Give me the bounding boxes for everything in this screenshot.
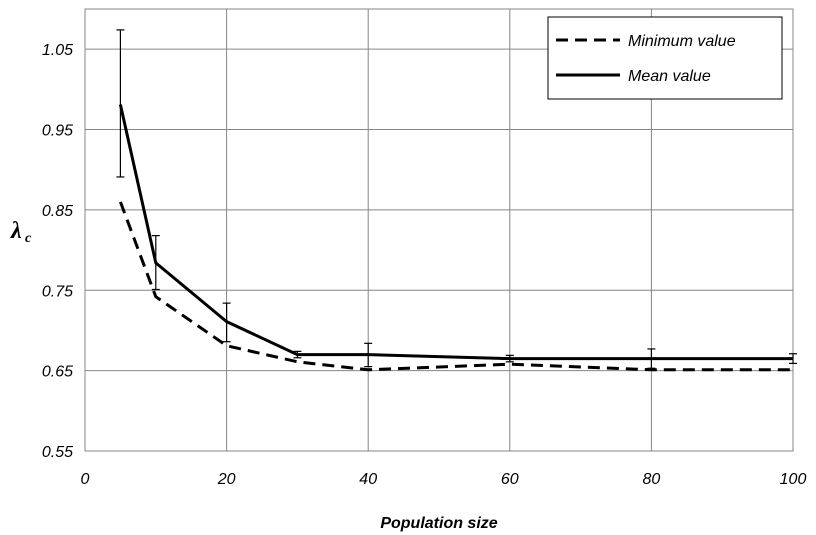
x-tick-label-40: 40 xyxy=(359,471,377,488)
x-tick-label-0: 0 xyxy=(81,471,90,488)
legend: Minimum value Mean value xyxy=(547,16,783,100)
x-tick-label-60: 60 xyxy=(501,471,519,488)
series-line-1 xyxy=(118,104,793,361)
x-tick-label-20: 20 xyxy=(217,471,236,488)
x-axis-tick-labels: 0 20 40 60 80 100 xyxy=(81,471,807,488)
error-bars xyxy=(116,29,797,369)
series-line-0 xyxy=(118,201,793,372)
y-tick-label-0.95: 0.95 xyxy=(42,123,73,140)
y-tick-label-1.05: 1.05 xyxy=(42,42,73,59)
x-tick-label-80: 80 xyxy=(643,471,661,488)
y-axis-title-symbol: λ xyxy=(10,218,22,244)
legend-label-mean-value: Mean value xyxy=(628,68,711,85)
y-tick-label-0.65: 0.65 xyxy=(42,364,73,381)
x-axis-title: Population size xyxy=(380,515,497,532)
x-tick-label-100: 100 xyxy=(780,471,807,488)
series-layer xyxy=(118,104,793,372)
y-tick-label-0.55: 0.55 xyxy=(42,444,73,461)
legend-box xyxy=(547,16,783,100)
y-axis-title-subscript: c xyxy=(25,231,32,246)
y-axis-title: λ c xyxy=(10,218,32,246)
y-axis-tick-labels: 0.55 0.65 0.75 0.85 0.95 1.05 xyxy=(42,42,73,461)
plot-area-border xyxy=(84,8,794,452)
legend-label-minimum-value: Minimum value xyxy=(628,33,736,50)
y-tick-label-0.75: 0.75 xyxy=(42,283,73,300)
y-tick-label-0.85: 0.85 xyxy=(42,203,73,220)
